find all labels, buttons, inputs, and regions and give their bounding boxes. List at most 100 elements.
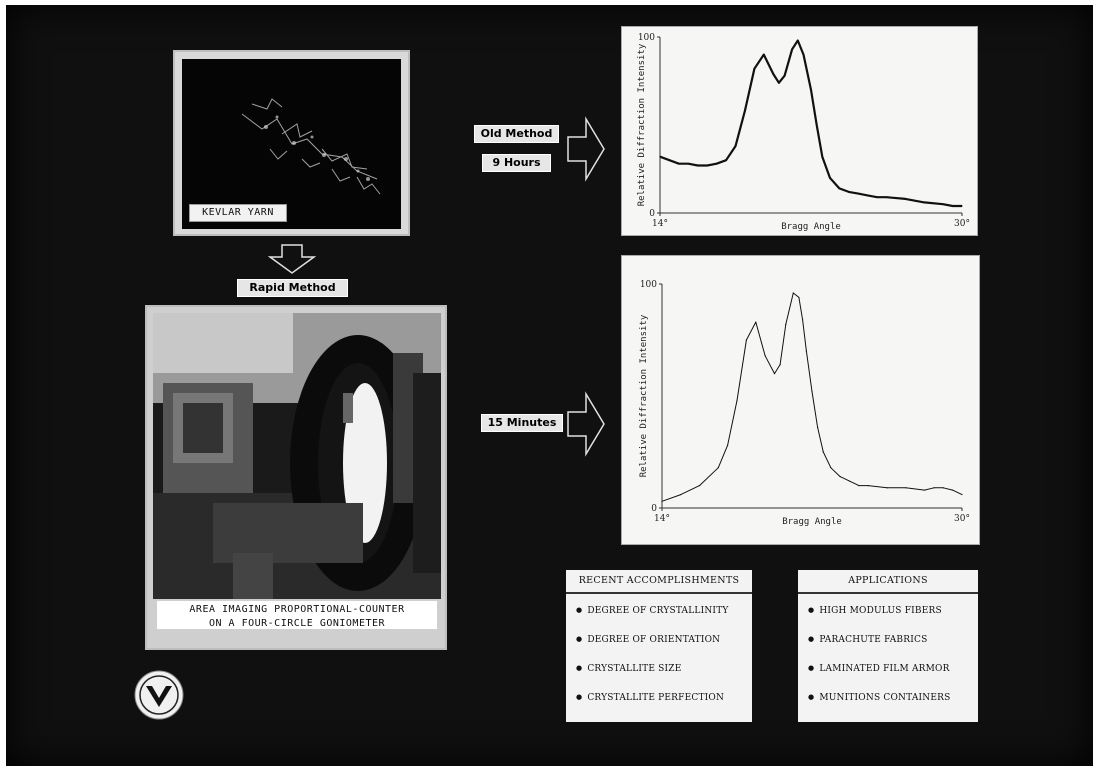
data-point: [830, 467, 832, 469]
goniometer-image: [153, 313, 441, 599]
applications-title: APPLICATIONS: [798, 570, 978, 594]
rapid-method-tag: Rapid Method: [237, 279, 348, 297]
data-point: [952, 489, 954, 491]
data-point: [773, 373, 776, 375]
data-point: [923, 201, 925, 204]
diffraction-series-line: [661, 292, 963, 502]
list-item: PARACHUTE FABRICS: [808, 635, 972, 664]
data-point: [661, 500, 663, 502]
list-item: HIGH MODULUS FIBERS: [808, 606, 972, 635]
data-point: [680, 493, 682, 496]
data-point: [753, 68, 755, 70]
data-point: [885, 196, 888, 198]
data-point: [905, 487, 907, 489]
goniometer-caption-line1: AREA IMAGING PROPORTIONAL-COUNTER: [189, 604, 405, 615]
data-point: [857, 193, 859, 195]
data-point: [848, 191, 850, 193]
data-point: [816, 124, 818, 126]
old-time-tag: 9 Hours: [482, 154, 551, 172]
accomplishments-title: RECENT ACCOMPLISHMENTS: [566, 570, 752, 594]
data-point: [716, 163, 718, 165]
data-point: [798, 296, 800, 299]
old-method-chart-svg: 100 014° 30° Bragg Angle Relative Diffractio…: [637, 33, 970, 232]
y-tick-label: 100: [640, 280, 657, 290]
accomplishments-list: DEGREE OF CRYSTALLINITY DEGREE OF ORIENT…: [576, 606, 746, 722]
data-point: [867, 194, 869, 196]
data-point: [783, 75, 786, 77]
x-axis-label: Bragg Angle: [781, 222, 841, 232]
data-point: [772, 73, 774, 75]
list-item: CRYSTALLITE PERFECTION: [576, 693, 746, 722]
data-point: [778, 82, 780, 84]
data-point: [821, 156, 823, 158]
x-axis-label: Bragg Angle: [782, 517, 842, 527]
data-point: [923, 489, 926, 491]
applications-box: APPLICATIONS HIGH MODULUS FIBERS PARACHU…: [798, 570, 978, 722]
x-tick-label: 14°: [652, 219, 668, 229]
data-point: [687, 163, 689, 165]
goniometer-caption-line2: ON A FOUR-CIRCLE GONIOMETER: [208, 618, 386, 629]
data-point: [838, 187, 840, 189]
instrument-photo-frame: AREA IMAGING PROPORTIONAL-COUNTER ON A F…: [145, 305, 447, 650]
list-item: DEGREE OF ORIENTATION: [576, 635, 746, 664]
diffraction-series-line: [659, 39, 962, 208]
y-axis-label: Relative Diffraction Intensity: [639, 314, 649, 477]
data-point: [734, 145, 737, 147]
data-point: [792, 292, 794, 294]
data-point: [876, 196, 878, 198]
recent-accomplishments-box: RECENT ACCOMPLISHMENTS DEGREE OF CRYSTAL…: [566, 570, 752, 722]
data-point: [802, 319, 804, 321]
data-point: [822, 451, 824, 453]
y-tick-label: 0: [649, 209, 655, 219]
data-point: [961, 205, 963, 207]
list-item: MUNITIONS CONTAINERS: [808, 693, 972, 722]
x-tick-label: 30°: [954, 514, 970, 524]
data-point: [839, 476, 841, 478]
data-point: [725, 159, 727, 161]
kevlar-photo-frame: KEVLAR YARN: [173, 50, 410, 236]
kevlar-yarn-label: KEVLAR YARN: [189, 204, 287, 222]
data-point: [668, 159, 671, 161]
data-point: [779, 364, 781, 366]
y-tick-label: 0: [651, 504, 657, 514]
data-point: [744, 110, 746, 112]
data-point: [736, 399, 738, 402]
list-item: LAMINATED FILM ARMOR: [808, 664, 972, 693]
goniometer-caption: AREA IMAGING PROPORTIONAL-COUNTER ON A F…: [155, 599, 439, 631]
x-tick-label: 30°: [954, 219, 970, 229]
rapid-method-chart-svg: 100 014° 30° Bragg Angle Relative Diffractio…: [639, 280, 970, 527]
data-point: [678, 163, 680, 165]
data-point: [858, 485, 860, 487]
data-point: [745, 339, 747, 341]
data-point: [942, 487, 944, 489]
data-point: [717, 467, 719, 469]
rapid-time-tag: 15 Minutes: [481, 414, 563, 432]
applications-list: HIGH MODULUS FIBERS PARACHUTE FABRICS LA…: [808, 606, 972, 722]
right-arrow-icon: [567, 391, 605, 457]
data-point: [797, 39, 799, 42]
y-axis-label: Relative Diffraction Intensity: [637, 43, 647, 206]
data-point: [764, 355, 766, 357]
data-point: [659, 156, 661, 158]
data-point: [951, 205, 954, 207]
data-point: [886, 487, 888, 489]
kevlar-fibers-graphic: [241, 98, 381, 195]
data-point: [697, 164, 699, 167]
data-point: [763, 54, 765, 56]
old-method-tag: Old Method: [474, 125, 559, 143]
x-tick-label: 14°: [654, 514, 670, 524]
data-point: [802, 54, 805, 56]
data-point: [961, 493, 963, 496]
rapid-method-diffraction-chart: 100 0 14° 30° Bragg Angle Relative Diffractio…: [621, 255, 980, 545]
data-point: [698, 485, 701, 487]
data-point: [805, 350, 807, 352]
data-point: [867, 485, 869, 487]
data-point: [942, 203, 944, 205]
data-point: [817, 426, 819, 428]
data-point: [848, 480, 851, 482]
kevlar-yarn-image: [182, 59, 401, 229]
data-point: [785, 323, 787, 325]
data-point: [706, 164, 708, 167]
data-point: [810, 89, 812, 91]
agency-logo-icon: [134, 670, 184, 720]
